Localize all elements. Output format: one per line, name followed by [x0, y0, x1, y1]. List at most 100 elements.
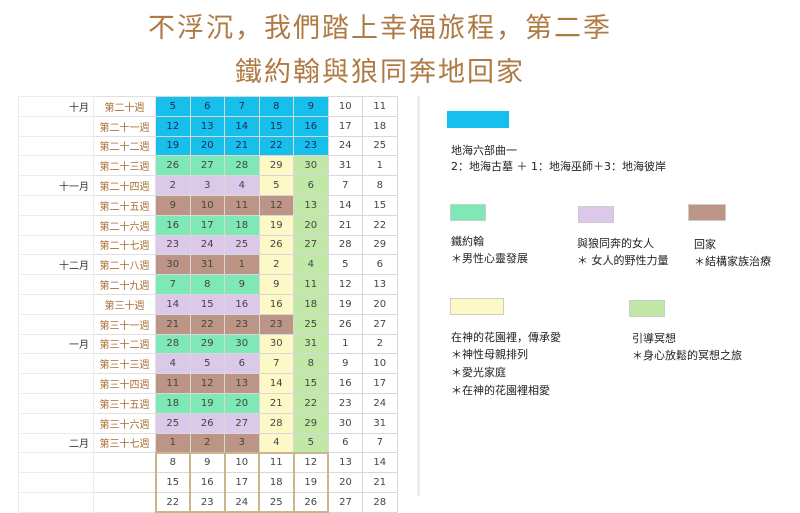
week-label: 第三十三週 [93, 353, 156, 375]
day-cell: 28 [224, 155, 260, 177]
day-cell: 23 [155, 234, 191, 256]
day-cell: 26 [258, 234, 294, 256]
day-cell: 9 [258, 274, 294, 295]
day-cell: 12 [327, 274, 363, 295]
day-cell: 27 [362, 313, 398, 335]
legend-green-desc: ＊男性心靈發展 [451, 252, 528, 265]
month-label [18, 155, 94, 177]
day-cell: 15 [293, 373, 329, 394]
day-cell: 19 [292, 472, 329, 493]
day-cell: 12 [292, 451, 329, 474]
day-cell: 28 [362, 491, 398, 513]
legend-swatch-yellow [450, 298, 504, 315]
calendar-row: 第二十三週 26 27 28 29 30 31 1 [18, 155, 398, 177]
day-cell: 21 [224, 135, 260, 157]
day-cell: 20 [293, 214, 329, 236]
day-cell: 14 [362, 452, 398, 474]
day-cell: 13 [189, 115, 225, 137]
day-cell: 5 [155, 96, 191, 117]
day-cell: 15 [189, 293, 225, 315]
day-cell: 7 [224, 96, 260, 117]
day-cell: 8 [154, 451, 191, 474]
legend-blue-title: 地海六部曲一 [451, 144, 517, 157]
day-cell: 21 [155, 313, 191, 335]
month-label: 一月 [18, 333, 94, 355]
day-cell: 30 [258, 333, 294, 355]
day-cell: 30 [155, 254, 191, 276]
month-label [18, 214, 94, 236]
day-cell: 2 [362, 333, 398, 355]
day-cell: 4 [224, 175, 260, 196]
week-label: 第二十八週 [93, 254, 156, 276]
week-label: 第二十七週 [93, 234, 156, 256]
month-label [18, 135, 94, 157]
day-cell: 12 [189, 373, 225, 394]
day-cell: 19 [327, 293, 363, 315]
day-cell: 3 [224, 432, 260, 454]
day-cell: 15 [258, 115, 294, 137]
day-cell: 10 [189, 194, 225, 216]
day-cell: 5 [189, 353, 225, 375]
legend-green-title: 鐵約翰 [451, 235, 484, 248]
week-label: 第三十四週 [93, 373, 156, 394]
course-calendar-table: 十月 第二十週 5 6 7 8 9 10 11 第二十一週 12 13 14 15 16 17 18 第二十二週 1… [18, 96, 398, 513]
day-cell: 22 [258, 135, 294, 157]
day-cell: 27 [224, 412, 260, 434]
day-cell: 18 [362, 115, 398, 137]
day-cell: 25 [155, 412, 191, 434]
day-cell: 5 [258, 175, 294, 196]
day-cell: 9 [155, 194, 191, 216]
calendar-row: 第二十二週 19 20 21 22 23 24 25 [18, 135, 398, 157]
day-cell: 19 [189, 392, 225, 414]
calendar-row: 第三十週 14 15 16 16 18 19 20 [18, 293, 398, 315]
week-label: 第二十三週 [93, 155, 156, 177]
day-cell: 13 [327, 452, 363, 474]
day-cell: 4 [293, 254, 329, 276]
legend-swatch-lightgreen [629, 300, 665, 317]
day-cell: 16 [258, 293, 294, 315]
month-label [18, 293, 94, 315]
day-cell: 14 [327, 194, 363, 216]
day-cell: 23 [327, 392, 363, 414]
day-cell: 22 [154, 491, 191, 513]
legend-brown-title: 回家 [694, 238, 716, 251]
day-cell: 10 [223, 451, 260, 474]
day-cell: 5 [327, 254, 363, 276]
week-label: 第二十六週 [93, 214, 156, 236]
day-cell: 16 [189, 472, 226, 493]
month-label [18, 234, 94, 256]
day-cell: 24 [362, 392, 398, 414]
calendar-row: 第二十九週 7 8 9 9 11 12 13 [18, 274, 398, 295]
month-label [18, 472, 94, 493]
day-cell: 2 [258, 254, 294, 276]
day-cell: 29 [189, 333, 225, 355]
week-label [93, 472, 156, 493]
title-line-1: 不浮沉，我們踏上幸福旅程，第二季 [148, 13, 612, 44]
week-label [93, 491, 156, 513]
day-cell: 1 [224, 254, 260, 276]
day-cell: 29 [258, 155, 294, 177]
day-cell: 1 [155, 432, 191, 454]
day-cell: 8 [362, 175, 398, 196]
day-cell: 16 [224, 293, 260, 315]
day-cell: 17 [223, 472, 260, 493]
day-cell: 6 [327, 432, 363, 454]
day-cell: 30 [327, 412, 363, 434]
day-cell: 10 [362, 353, 398, 375]
day-cell: 6 [293, 175, 329, 196]
day-cell: 26 [189, 412, 225, 434]
day-cell: 11 [155, 373, 191, 394]
day-cell: 22 [293, 392, 329, 414]
month-label [18, 353, 94, 375]
month-label [18, 392, 94, 414]
legend-swatch-lavender [578, 206, 614, 223]
day-cell: 6 [224, 353, 260, 375]
week-label: 第三十週 [93, 293, 156, 315]
day-cell: 20 [327, 472, 363, 493]
day-cell: 27 [327, 491, 363, 513]
day-cell: 22 [362, 214, 398, 236]
week-label: 第二十五週 [93, 194, 156, 216]
day-cell: 10 [327, 96, 363, 117]
legend-yellow-item-3: ＊在神的花園裡相愛 [451, 384, 550, 397]
day-cell: 12 [155, 115, 191, 137]
